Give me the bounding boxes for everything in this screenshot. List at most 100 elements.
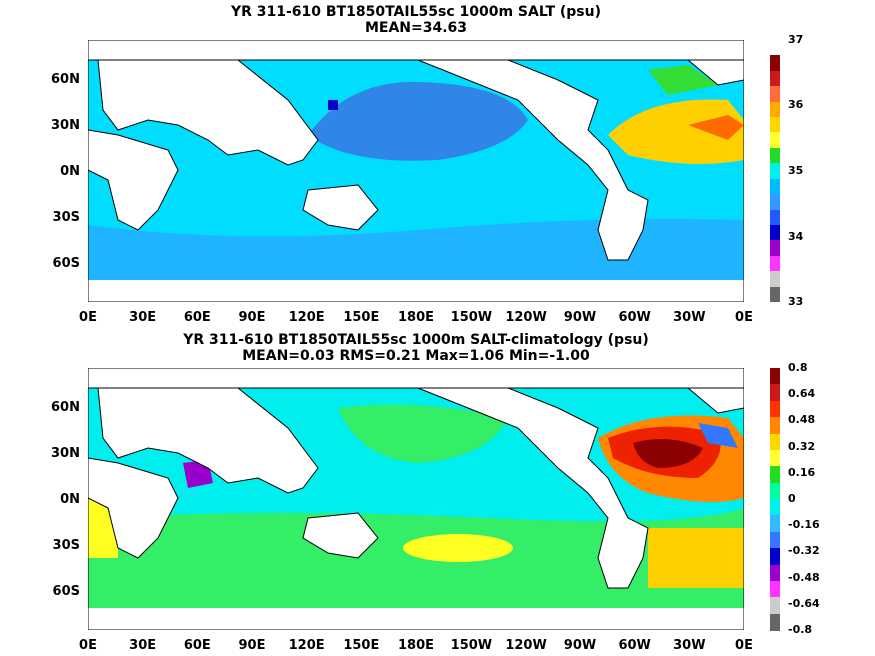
panel2-colorbar-label: -0.48 xyxy=(788,570,820,584)
continents xyxy=(88,40,744,261)
panel2-xlabel: 30E xyxy=(129,638,157,653)
panel1-xlabel: 180E xyxy=(397,310,435,325)
antarctica xyxy=(88,280,744,302)
atlantic-field xyxy=(608,99,744,164)
panel1-colorbar-label-35: 35 xyxy=(788,164,804,177)
north-pacific-green xyxy=(338,404,508,463)
panel2-colorbar-label: 0.8 xyxy=(788,361,808,374)
panel2-xlabel: 60E xyxy=(183,638,211,653)
panel2-colorbar-segment xyxy=(770,531,780,549)
panel1-xlabel: 0E xyxy=(735,310,753,325)
panel2-ylabel-30n: 30N xyxy=(51,446,80,461)
panel2-colorbar-segment xyxy=(770,515,780,533)
panel1-xlabel: 0E xyxy=(79,310,97,325)
panel1-colorbar-segment xyxy=(770,40,780,56)
panel2-colorbar-label: -0.64 xyxy=(788,596,820,610)
panel2-ylabel-60s: 60S xyxy=(52,584,80,599)
labrador-blue xyxy=(698,423,738,448)
panel1-xlabel: 150E xyxy=(343,310,380,325)
panel2-ylabel-60n: 60N xyxy=(51,400,80,415)
panel2-colorbar-segment xyxy=(770,417,780,434)
panel2-title: YR 311-610 BT1850TAIL55sc 1000m SALT-cli… xyxy=(183,332,649,348)
panel2-colorbar-label: -0.32 xyxy=(788,544,820,558)
panel2-xlabel: 30W xyxy=(673,638,706,653)
panel1-xlabel: 120W xyxy=(505,310,547,325)
panel2-xlabel: 90W xyxy=(563,638,597,653)
panel1-colorbar-label-33: 33 xyxy=(788,295,804,308)
panel2-xlabel: 180E xyxy=(397,638,435,653)
panel2-xlabel: 120W xyxy=(505,638,547,653)
atlantic-darkred xyxy=(633,439,703,468)
panel1-ylabel-30n: 30N xyxy=(51,118,80,133)
panel1-colorbar-segment xyxy=(770,70,780,87)
panel1-colorbar-segment xyxy=(770,147,780,164)
panel1-xlabel: 60W xyxy=(618,310,651,325)
panel2-colorbar-segment xyxy=(770,482,780,500)
panel1-colorbar-segment xyxy=(770,101,780,118)
atlantic-core xyxy=(688,115,744,140)
antarctica xyxy=(88,608,744,630)
panel2-colorbar-segment xyxy=(770,466,780,484)
panel1-colorbar xyxy=(770,40,780,303)
panel1-colorbar-segment xyxy=(770,86,780,103)
panel2-colorbar-segment xyxy=(770,400,780,418)
north-atlantic-field xyxy=(648,65,718,95)
panel1-colorbar-segment xyxy=(770,178,780,195)
panel2-colorbar-segment xyxy=(770,597,780,615)
panel2-colorbar-segment xyxy=(770,368,780,385)
panel1-xlabel: 30W xyxy=(673,310,706,325)
panel2-colorbar xyxy=(770,368,780,631)
panel1-ylabel-60n: 60N xyxy=(51,72,80,87)
panel2-xlabel: 150E xyxy=(343,638,380,653)
panel1-colorbar-segment xyxy=(770,194,780,211)
panel1-xlabel: 90E xyxy=(238,310,266,325)
panel2-xlabel: 0E xyxy=(735,638,753,653)
panel1-colorbar-segment xyxy=(770,209,780,226)
panel1-xlabel: 120E xyxy=(288,310,325,325)
panel1-ylabel-0n: 0N xyxy=(60,164,80,179)
panel1-xlabel: 150W xyxy=(450,310,493,325)
panel2-colorbar-segment xyxy=(770,433,780,451)
southern-band xyxy=(88,218,744,280)
southern-green-field xyxy=(88,508,744,608)
panel2-colorbar-segment xyxy=(770,449,780,467)
panel1-colorbar-label-37: 37 xyxy=(788,33,804,46)
panel2-ylabel-0n: 0N xyxy=(60,492,80,507)
panel1-colorbar-segment xyxy=(770,240,780,257)
panel2-xlabel: 150W xyxy=(450,638,493,653)
panel1-xlabel: 60E xyxy=(183,310,211,325)
panel1-ylabel-30s: 30S xyxy=(52,210,80,225)
continents xyxy=(88,368,744,589)
panel1-colorbar-label-34: 34 xyxy=(788,230,804,243)
panel2-colorbar-segment xyxy=(770,384,780,402)
panel2-colorbar-label: -0.8 xyxy=(788,623,813,636)
south-pacific-yellow xyxy=(403,534,513,562)
panel1-mean: MEAN=34.63 xyxy=(364,20,468,36)
panel2-colorbar-label: 0.32 xyxy=(788,439,816,453)
panel1-colorbar-segment xyxy=(770,163,780,180)
panel1-map xyxy=(88,40,744,302)
panel2-colorbar-label: 0.16 xyxy=(788,465,816,479)
panel2-colorbar-label: 0 xyxy=(788,492,796,505)
panel2-xlabel: 0E xyxy=(79,638,97,653)
panel1-colorbar-label-36: 36 xyxy=(788,98,804,111)
panel2-colorbar-segment xyxy=(770,548,780,565)
panel1-ylabel-60s: 60S xyxy=(52,256,80,271)
panel1-colorbar-segment xyxy=(770,117,780,133)
panel1-colorbar-segment xyxy=(770,224,780,241)
panel2-colorbar-segment xyxy=(770,613,780,631)
panel1-colorbar-segment xyxy=(770,286,780,303)
deep-spot xyxy=(328,100,338,110)
panel2-ylabel-30s: 30S xyxy=(52,538,80,553)
panel2-colorbar-label: 0.48 xyxy=(788,413,816,427)
panel1-colorbar-segment xyxy=(770,255,780,272)
panel2-colorbar-label: 0.64 xyxy=(788,387,816,401)
south-atlantic-yellow xyxy=(648,528,744,588)
panel2-colorbar-label: -0.16 xyxy=(788,518,820,532)
panel1-xlabel: 30E xyxy=(129,310,157,325)
panel2-colorbar-segment xyxy=(770,564,780,582)
panel2-stats: MEAN=0.03 RMS=0.21 Max=1.06 Min=-1.00 xyxy=(242,348,590,364)
panel1-title: YR 311-610 BT1850TAIL55sc 1000m SALT (ps… xyxy=(230,4,601,20)
panel1-colorbar-segment xyxy=(770,55,780,72)
north-pacific-field xyxy=(308,81,528,161)
